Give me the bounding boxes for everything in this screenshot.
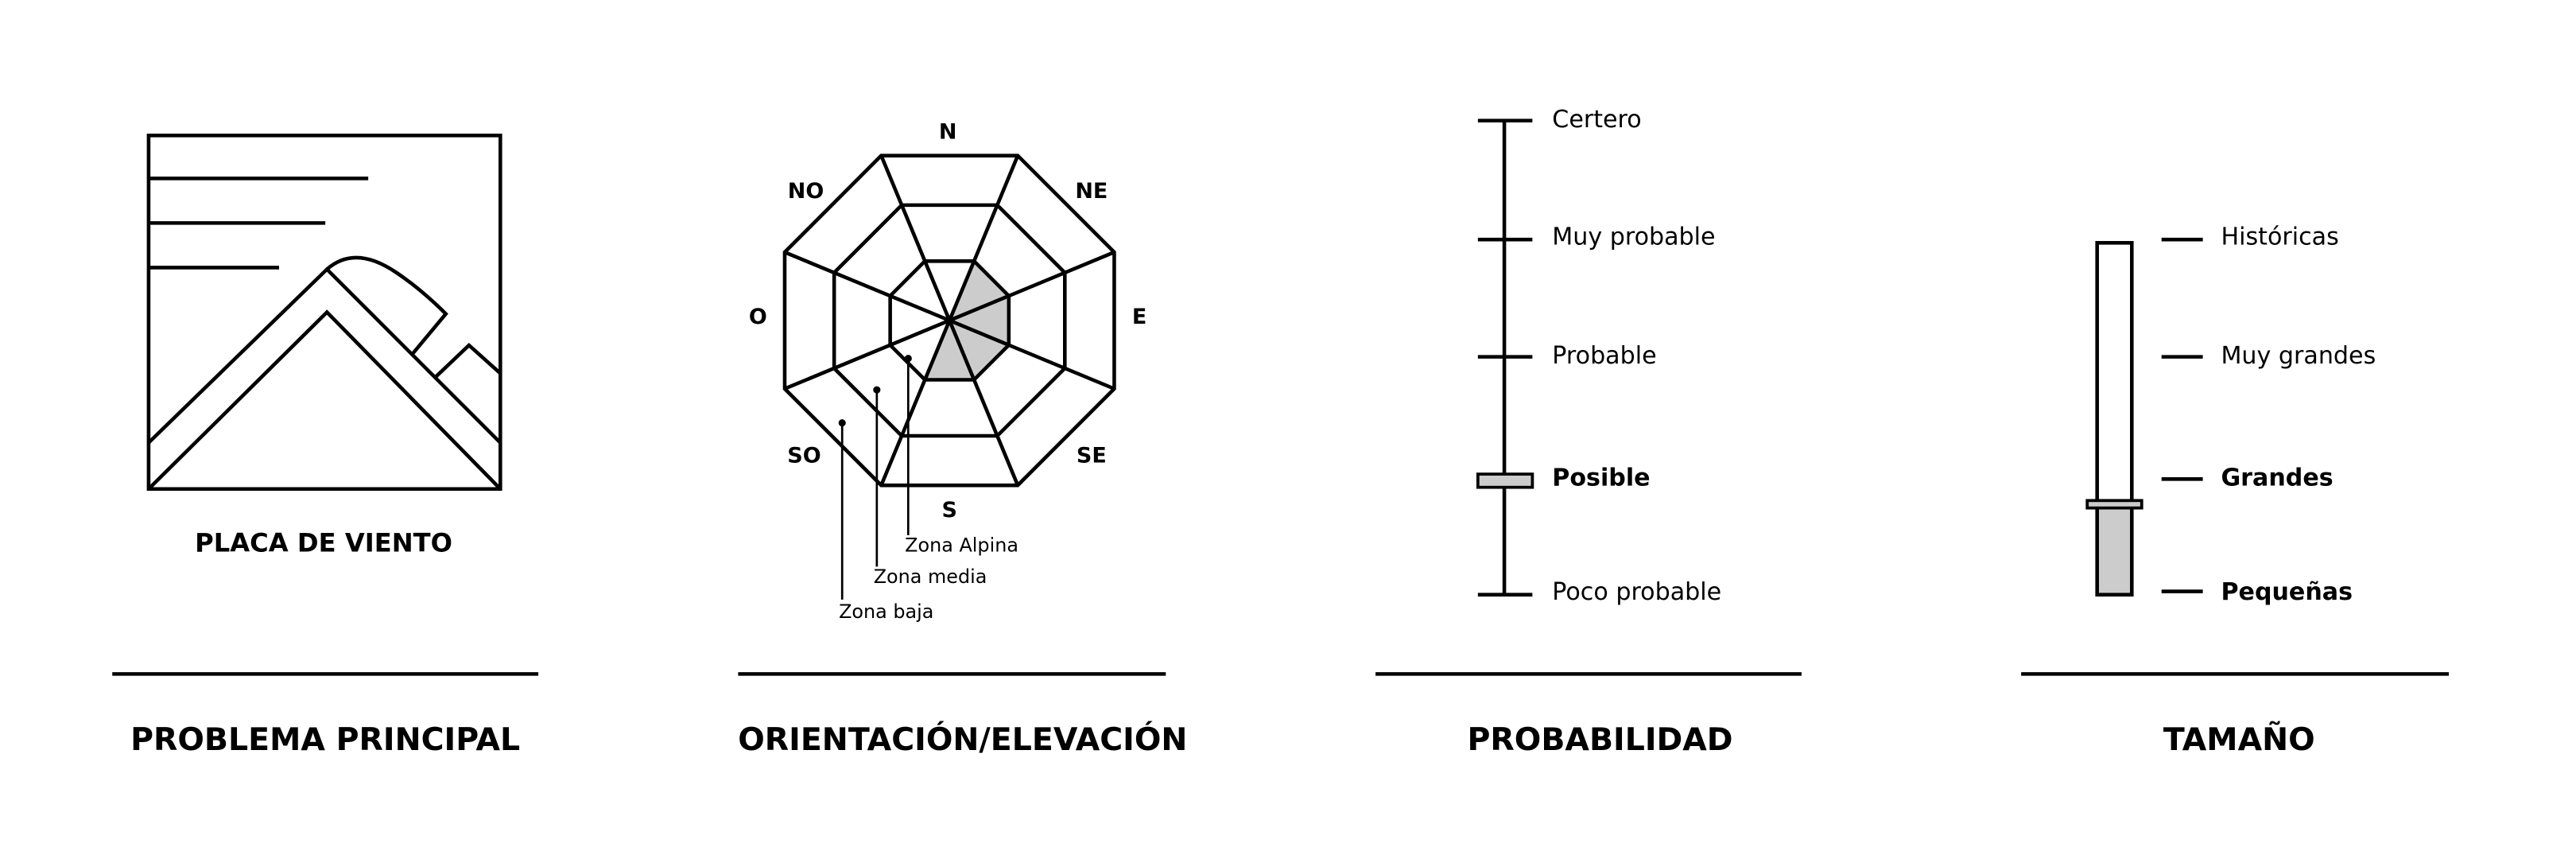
direction-o: O bbox=[749, 305, 767, 329]
rose-spoke bbox=[949, 250, 1115, 323]
problem-label: PLACA DE VIENTO bbox=[195, 528, 452, 558]
likelihood-scale bbox=[1476, 119, 1534, 597]
direction-no: NO bbox=[788, 179, 824, 204]
zone-low-label: Zona baja bbox=[839, 601, 933, 623]
likelihood-level: Certero bbox=[1552, 106, 1641, 134]
likelihood-title: PROBABILIDAD bbox=[1468, 721, 1733, 758]
likelihood-level-selected: Posible bbox=[1552, 464, 1650, 492]
highlighted-sector-e bbox=[949, 296, 1009, 345]
rose-spoke bbox=[784, 250, 951, 323]
size-title: TAMAÑO bbox=[2163, 721, 2315, 758]
direction-ne: NE bbox=[1075, 179, 1108, 204]
direction-se: SE bbox=[1077, 444, 1107, 468]
rose-spoke bbox=[879, 320, 952, 487]
problem-title: PROBLEMA PRINCIPAL bbox=[130, 721, 520, 758]
direction-n: N bbox=[939, 119, 957, 144]
highlighted-sector-se bbox=[949, 320, 1009, 380]
likelihood-level: Muy probable bbox=[1552, 223, 1715, 251]
zone-alpine-label: Zona Alpina bbox=[905, 534, 1018, 557]
rose-spoke bbox=[784, 318, 951, 391]
rose-spoke bbox=[948, 154, 1020, 321]
size-scale bbox=[2085, 237, 2203, 597]
likelihood-level: Poco probable bbox=[1552, 578, 1721, 606]
aspect-title: ORIENTACIÓN/ELEVACIÓN bbox=[738, 721, 1187, 758]
size-level-selected: Pequeñas bbox=[2221, 578, 2353, 606]
direction-e: E bbox=[1132, 305, 1146, 329]
likelihood-marker bbox=[1476, 472, 1534, 489]
wind-slab-icon bbox=[146, 134, 502, 492]
rose-spoke bbox=[948, 320, 1020, 487]
size-level: Históricas bbox=[2221, 223, 2338, 251]
size-level-selected: Grandes bbox=[2221, 464, 2333, 492]
highlighted-sector-ne bbox=[949, 261, 1009, 321]
highlighted-sector-s bbox=[925, 320, 975, 380]
direction-s: S bbox=[942, 498, 957, 523]
rose-spoke bbox=[949, 318, 1115, 391]
rose-spoke bbox=[879, 154, 952, 321]
aspect-elevation-rose bbox=[782, 154, 1116, 488]
direction-so: SO bbox=[787, 444, 821, 468]
size-level: Muy grandes bbox=[2221, 342, 2376, 370]
likelihood-level: Probable bbox=[1552, 342, 1656, 370]
zone-leaders bbox=[838, 355, 912, 600]
zone-mid-label: Zona media bbox=[874, 566, 987, 588]
